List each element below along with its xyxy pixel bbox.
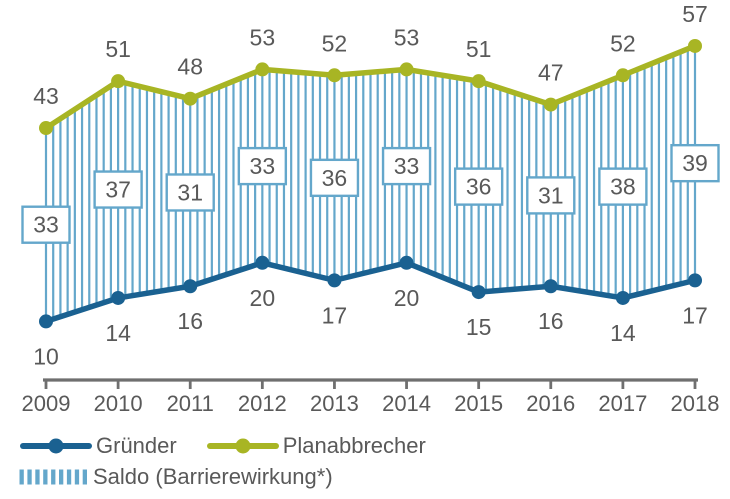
legend-item-planabbrecher: Planabbrecher (206, 433, 426, 458)
saldo-value-label: 33 (394, 153, 420, 179)
data-point-label: 16 (538, 308, 564, 334)
data-point-label: 17 (322, 302, 348, 328)
data-point (688, 273, 702, 288)
data-point-label: 51 (105, 36, 131, 62)
saldo-value-label: 31 (538, 182, 564, 208)
saldo-box (670, 143, 720, 183)
data-point-label: 17 (682, 302, 708, 328)
data-point (543, 279, 558, 294)
data-point-label: 47 (538, 60, 564, 86)
data-point (615, 290, 630, 305)
legend-row-1: Gründer Planabbrecher (19, 433, 730, 458)
data-point-label: 43 (33, 83, 59, 109)
x-axis-label: 2017 (598, 391, 647, 416)
series-line (43, 43, 698, 131)
x-axis-label: 2010 (94, 391, 143, 416)
saldo-box (165, 173, 215, 212)
data-point (183, 279, 198, 294)
x-axis-label: 2009 (22, 391, 71, 416)
saldo-box (93, 170, 143, 209)
data-point (255, 255, 270, 270)
saldo-box (381, 146, 432, 186)
data-point (399, 62, 414, 77)
data-point-label: 14 (610, 320, 636, 346)
legend-row-2: Saldo (Barrierewirkung*) (19, 464, 730, 490)
data-point (327, 273, 342, 288)
data-point (543, 97, 558, 112)
chart-legend: Gründer Planabbrecher Saldo (Barrierewir… (0, 433, 730, 490)
saldo-box (453, 167, 504, 206)
data-point (471, 285, 486, 300)
data-point (615, 68, 630, 83)
data-point (111, 74, 126, 89)
data-point (399, 255, 414, 270)
x-axis-label: 2016 (526, 391, 575, 416)
x-axis-label: 2014 (382, 391, 431, 416)
series-gruender: 10 14 16 20 17 20 15 16 14 17 (33, 255, 708, 369)
data-point (327, 68, 342, 83)
x-axis: 2009 2010 2011 2012 2013 2014 2015 2016 2017 2018 (22, 378, 720, 416)
saldo-value-label: 33 (250, 153, 276, 179)
legend-label-planabbrecher: Planabbrecher (282, 433, 426, 458)
saldo-box (526, 176, 576, 215)
saldo-box (21, 205, 71, 244)
saldo-label-boxes: 33 37 31 33 36 33 36 31 38 39 (21, 143, 720, 244)
data-point-label: 16 (177, 308, 203, 334)
planabbrecher-line-swatch (206, 438, 279, 454)
saldo-box (237, 146, 288, 186)
data-point-label: 10 (33, 343, 59, 369)
data-point-label: 52 (610, 30, 636, 56)
x-axis-label: 2012 (238, 391, 287, 416)
saldo-value-label: 38 (610, 174, 636, 200)
data-point (688, 38, 702, 53)
series-planabbrecher: 43 51 48 53 52 53 51 47 52 57 (33, 1, 708, 136)
saldo-value-label: 36 (466, 174, 492, 200)
data-point (39, 314, 53, 329)
data-point-label: 57 (682, 1, 708, 27)
data-point-label: 20 (394, 285, 420, 311)
gruender-line-swatch (20, 438, 92, 454)
saldo-value-label: 36 (322, 165, 348, 191)
legend-label-gruender: Gründer (96, 433, 177, 458)
data-point-label: 53 (394, 24, 420, 50)
x-axis-label: 2013 (310, 391, 359, 416)
legend-label-saldo: Saldo (Barrierewirkung*) (93, 464, 333, 490)
saldo-box (598, 167, 648, 206)
x-axis-label: 2011 (167, 391, 214, 416)
x-axis-label: 2015 (454, 391, 503, 416)
saldo-box (309, 158, 360, 198)
data-point-label: 15 (466, 314, 492, 340)
legend-item-saldo: Saldo (Barrierewirkung*) (19, 464, 333, 490)
data-point-label: 53 (250, 24, 276, 50)
legend-item-gruender: Gründer (19, 433, 177, 458)
data-point-label: 51 (466, 36, 492, 62)
saldo-value-label: 37 (105, 177, 131, 203)
data-point-label: 52 (322, 30, 348, 56)
data-point (111, 290, 126, 305)
series-line (43, 260, 698, 325)
data-point (471, 74, 486, 89)
data-point (39, 121, 53, 136)
data-point-label: 20 (250, 285, 276, 311)
x-axis-label: 2018 (671, 391, 720, 416)
saldo-value-label: 31 (177, 179, 203, 205)
data-point-label: 14 (105, 320, 131, 346)
data-point-label: 48 (177, 54, 203, 80)
data-point (183, 91, 198, 106)
data-point (255, 62, 270, 77)
saldo-value-label: 33 (33, 212, 59, 238)
saldo-dashes-swatch (19, 469, 87, 485)
saldo-value-label: 39 (682, 150, 708, 176)
